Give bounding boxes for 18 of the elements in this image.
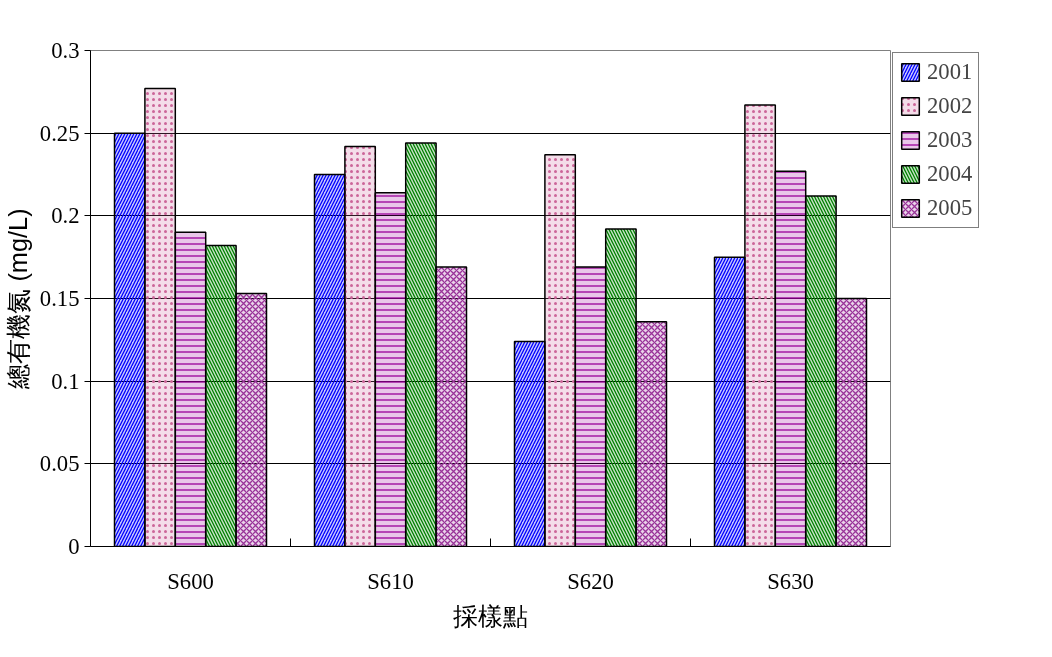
y-tick-label: 0.25 xyxy=(39,120,80,146)
x-tick-label: S600 xyxy=(167,568,214,594)
legend-label: 2005 xyxy=(927,195,973,221)
x-tick-label: S620 xyxy=(567,568,614,594)
y-tick-label: 0.2 xyxy=(51,203,80,229)
x-tick-label: S610 xyxy=(367,568,414,594)
legend-label: 2004 xyxy=(927,161,973,187)
x-axis-title: 採樣點 xyxy=(453,601,528,630)
legend-label: 2001 xyxy=(927,59,973,85)
y-tick-label: 0.1 xyxy=(51,368,80,394)
legend-label: 2003 xyxy=(927,127,973,153)
y-tick-label: 0.15 xyxy=(39,286,80,311)
y-axis-title: 總有機氮 (mg/L) xyxy=(3,208,32,390)
legend-label: 2002 xyxy=(927,93,973,119)
x-tick-label: S630 xyxy=(767,568,814,594)
y-tick-label: 0 xyxy=(68,534,80,559)
y-tick-label: 0.05 xyxy=(39,451,80,477)
y-tick-label: 0.3 xyxy=(51,38,80,63)
